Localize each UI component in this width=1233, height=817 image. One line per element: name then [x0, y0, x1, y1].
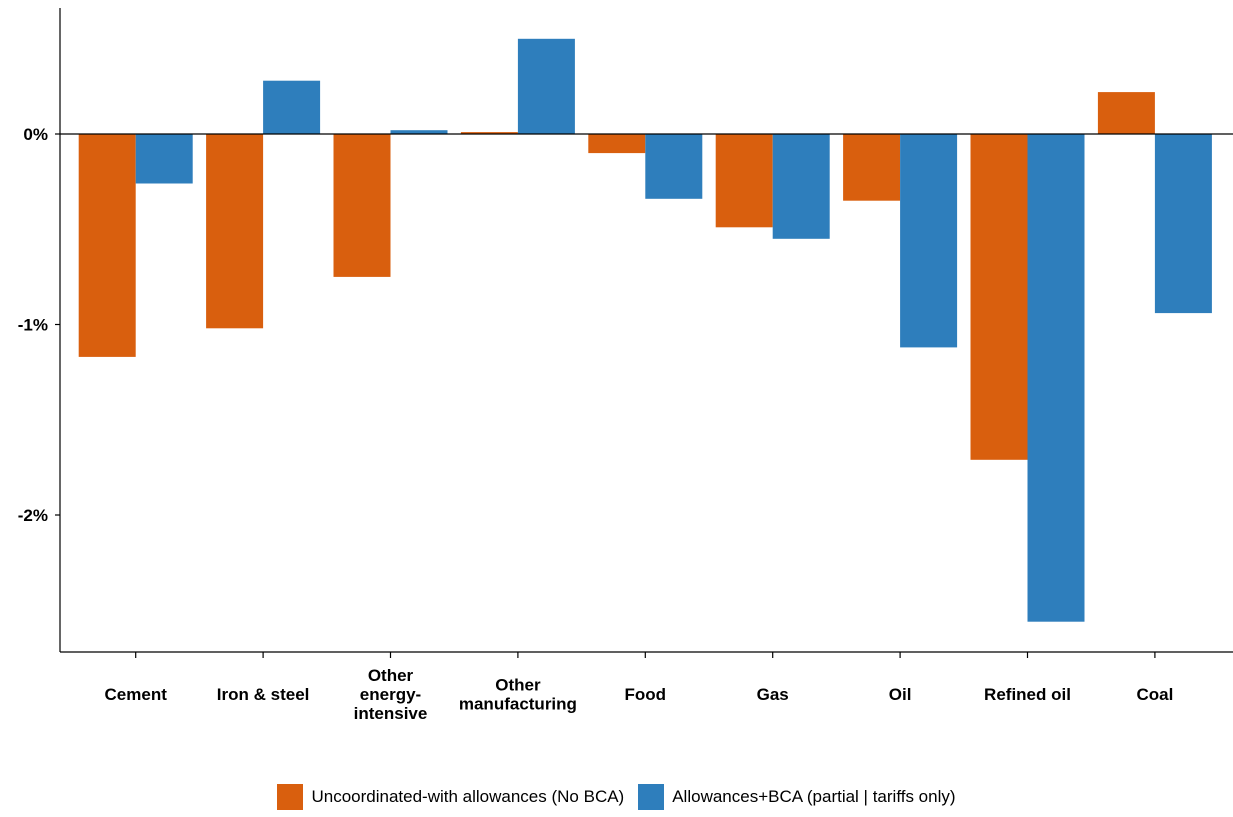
x-category-label-8: Refined oil — [984, 685, 1071, 704]
x-category-label-line: Food — [625, 685, 667, 704]
legend-item-series-1: Uncoordinated-with allowances (No BCA) — [277, 784, 624, 810]
y-tick-label-1: 0% — [23, 125, 48, 144]
legend-label-series-2: Allowances+BCA (partial | tariffs only) — [672, 787, 956, 806]
axes-layer — [55, 8, 1233, 658]
bar-series-2-cat-5 — [645, 134, 703, 199]
x-category-label-5: Food — [625, 685, 667, 704]
y-tick-label-3: -2% — [18, 506, 48, 525]
legend-item-series-2: Allowances+BCA (partial | tariffs only) — [638, 784, 956, 810]
legend-swatch-series-2 — [638, 784, 665, 810]
x-category-label-line: Coal — [1136, 685, 1173, 704]
bar-series-1-cat-3 — [333, 134, 391, 277]
x-category-label-6: Gas — [757, 685, 789, 704]
x-category-label-line: Other — [368, 666, 414, 685]
bar-series-1-cat-9 — [1097, 92, 1155, 134]
legend: Uncoordinated-with allowances (No BCA) A… — [0, 782, 1233, 812]
bar-series-1-cat-5 — [588, 134, 646, 154]
x-category-label-line: Gas — [757, 685, 789, 704]
bar-series-2-cat-1 — [135, 134, 193, 184]
x-category-label-4: Other manufacturing — [459, 676, 577, 714]
x-category-label-9: Coal — [1136, 685, 1173, 704]
bar-series-1-cat-4 — [460, 132, 518, 134]
x-category-label-line: Cement — [105, 685, 168, 704]
bar-series-1-cat-8 — [970, 134, 1028, 460]
x-category-label-7: Oil — [889, 685, 912, 704]
x-category-label-2: Iron & steel — [217, 685, 310, 704]
bar-series-1-cat-1 — [78, 134, 136, 357]
bars-layer — [78, 38, 1212, 622]
x-category-label-3: Other energy-intensive — [354, 666, 428, 723]
legend-label-series-1: Uncoordinated-with allowances (No BCA) — [311, 787, 625, 806]
x-category-label-line: intensive — [354, 704, 428, 723]
x-category-label-line: Refined oil — [984, 685, 1071, 704]
bar-series-2-cat-6 — [772, 134, 830, 239]
x-category-label-line: Oil — [889, 685, 912, 704]
x-category-label-line: energy- — [360, 685, 421, 704]
bar-series-1-cat-2 — [206, 134, 264, 329]
bar-series-2-cat-7 — [900, 134, 958, 348]
bar-series-2-cat-3 — [390, 130, 448, 134]
x-category-label-line: Other — [495, 676, 541, 695]
x-category-label-line: manufacturing — [459, 695, 577, 714]
bar-series-2-cat-9 — [1154, 134, 1212, 314]
bar-series-2-cat-4 — [517, 38, 575, 135]
x-category-label-1: Cement — [105, 685, 168, 704]
y-tick-label-2: -1% — [18, 316, 48, 335]
legend-swatch-series-1 — [277, 784, 304, 810]
bar-series-1-cat-6 — [715, 134, 773, 228]
bar-series-2-cat-2 — [263, 80, 321, 134]
bar-series-1-cat-7 — [843, 134, 901, 201]
x-category-label-line: Iron & steel — [217, 685, 310, 704]
bar-series-2-cat-8 — [1027, 134, 1085, 622]
